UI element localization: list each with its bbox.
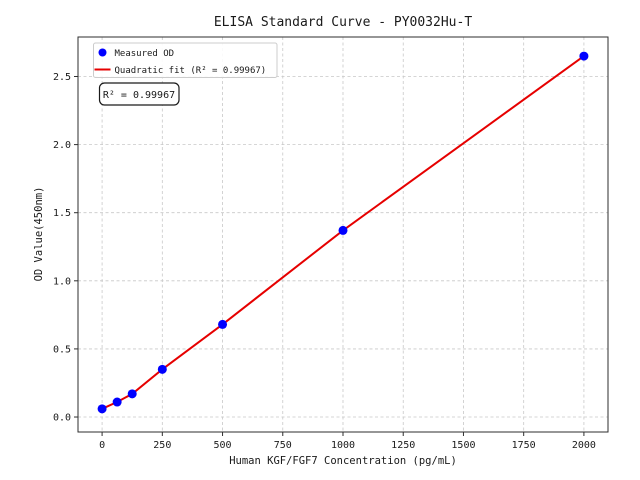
data-point bbox=[97, 404, 107, 414]
y-tick-label: 0.0 bbox=[53, 413, 71, 424]
data-point bbox=[127, 389, 137, 399]
x-tick-label: 1000 bbox=[331, 440, 355, 451]
y-tick-label: 1.0 bbox=[53, 276, 71, 287]
y-tick-label: 1.5 bbox=[53, 208, 71, 219]
y-axis-label: OD Value(450nm) bbox=[33, 187, 45, 282]
legend-item-measured-od: Measured OD bbox=[115, 49, 175, 59]
data-point bbox=[157, 364, 167, 374]
data-point bbox=[338, 225, 348, 235]
plot-area-border bbox=[77, 36, 609, 433]
y-tick-label: 2.5 bbox=[53, 72, 71, 83]
data-point bbox=[112, 397, 122, 407]
x-axis-label: Human KGF/FGF7 Concentration (pg/mL) bbox=[229, 455, 457, 467]
legend: Measured OD Quadratic fit (R² = 0.99967) bbox=[93, 42, 278, 78]
x-tick-label: 0 bbox=[99, 440, 105, 451]
legend-box bbox=[93, 42, 278, 78]
x-tick-label: 1750 bbox=[512, 440, 536, 451]
y-tick-label: 0.5 bbox=[53, 344, 71, 355]
x-tick-label: 2000 bbox=[572, 440, 596, 451]
y-tick-label: 2.0 bbox=[53, 140, 71, 151]
x-tick-label: 1250 bbox=[391, 440, 415, 451]
r-squared-text: R² = 0.99967 bbox=[103, 90, 175, 101]
x-tick-label: 250 bbox=[153, 440, 171, 451]
r-squared-box bbox=[98, 82, 180, 106]
series-layer bbox=[97, 51, 589, 414]
x-tick-label: 750 bbox=[274, 440, 292, 451]
legend-item-quadratic-fit: Quadratic fit (R² = 0.99967) bbox=[115, 66, 267, 76]
tick-layer: 0 250 500 750 1000 1250 1500 1750 2000 0.0 0.5 1.0 1… bbox=[53, 72, 596, 451]
data-point bbox=[218, 319, 228, 329]
x-tick-label: 500 bbox=[214, 440, 232, 451]
data-point bbox=[579, 51, 589, 61]
legend-marker-dot-icon bbox=[98, 48, 107, 57]
r-squared-annotation: R² = 0.99967 bbox=[98, 82, 180, 106]
chart-title: ELISA Standard Curve - PY0032Hu-T bbox=[214, 15, 472, 30]
x-tick-label: 1500 bbox=[451, 440, 475, 451]
